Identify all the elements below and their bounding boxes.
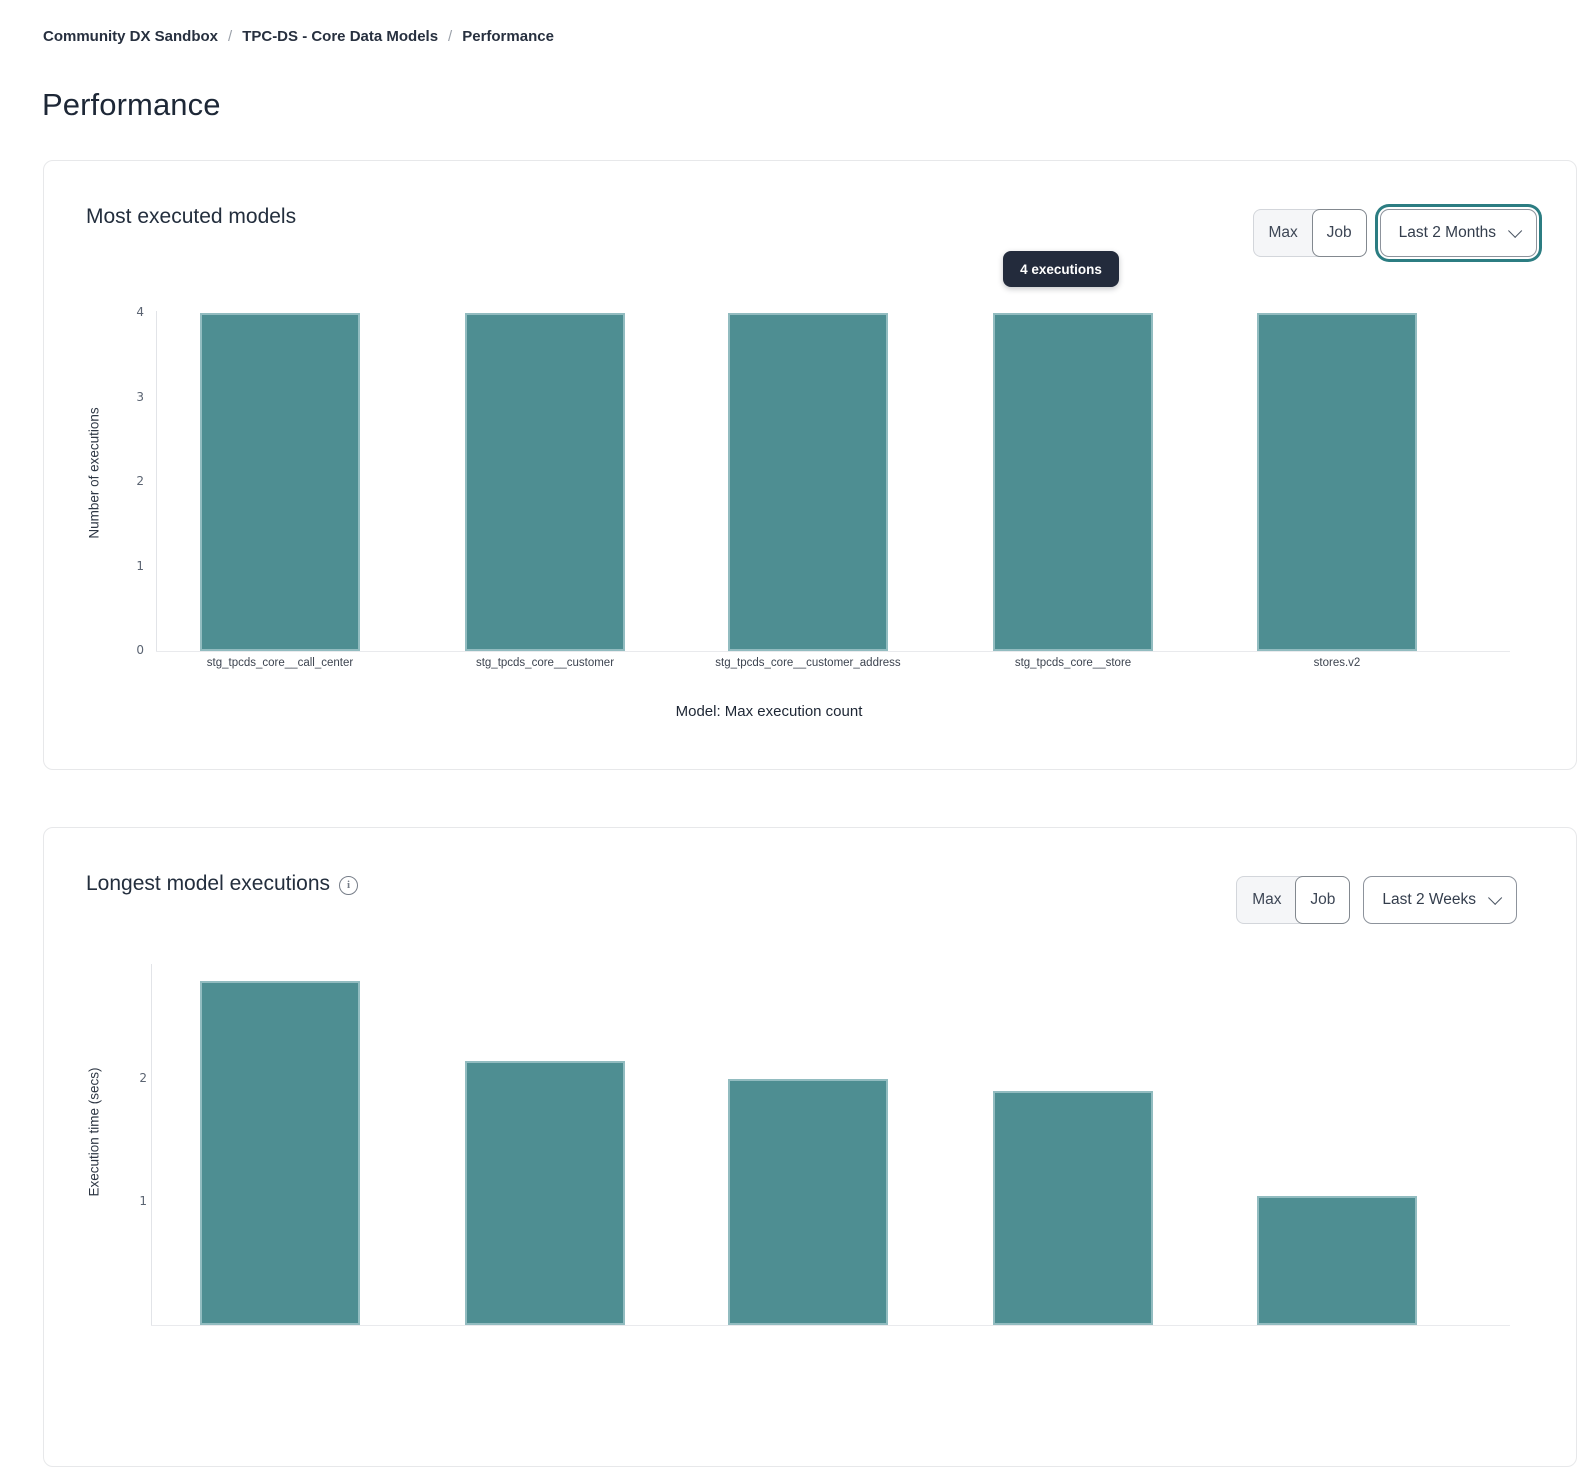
x-tick-label: stg_tpcds_core__call_center [206,657,354,669]
info-icon[interactable] [339,875,358,895]
card-title-most-executed: Most executed models [86,205,296,229]
bar[interactable] [993,313,1153,651]
toggle-max-button[interactable]: Max [1268,224,1298,241]
time-range-select[interactable]: Last 2 Months [1379,209,1537,257]
x-axis-line [151,1325,1510,1326]
breadcrumb-separator: / [228,28,233,45]
y-tick-label: 1 [139,1194,147,1208]
y-axis-line [151,964,152,1325]
breadcrumb-separator: / [448,28,453,45]
bar[interactable] [465,313,625,651]
max-job-toggle: Max Job [1236,876,1351,924]
y-axis-line [156,311,157,651]
time-range-select[interactable]: Last 2 Weeks [1363,876,1517,924]
x-tick-label: stg_tpcds_core__customer [475,657,615,669]
x-axis-caption: Model: Max execution count [675,703,863,720]
most-executed-models-card: Most executed models Max Job Last 2 Mont… [43,160,1577,770]
chart-controls: Max Job Last 2 Weeks [1236,876,1517,924]
bar[interactable] [728,1079,888,1325]
bar[interactable] [1257,313,1417,651]
card-title-longest-executions: Longest model executions [86,872,358,896]
page-title: Performance [42,86,221,122]
y-tick-label: 2 [139,1071,147,1085]
bar-tooltip: 4 executions [1003,251,1119,287]
breadcrumb-item-models[interactable]: TPC-DS - Core Data Models [242,28,439,45]
bar[interactable] [993,1091,1153,1325]
x-tick-label: stg_tpcds_core__customer_address [715,657,901,669]
card-title-text: Longest model executions [86,872,330,895]
most-executed-models-chart: 0 1 2 3 4 stg_tpcds_core__call_center stg_tpcd… [44,161,1576,769]
y-axis-label: Execution time (secs) [86,1067,102,1197]
toggle-max-button[interactable]: Max [1252,891,1282,908]
y-tick-label: 3 [136,389,144,404]
y-axis-label: Number of executions [86,407,102,539]
bar[interactable] [200,313,360,651]
max-job-toggle: Max Job [1252,209,1367,257]
toggle-job-button[interactable]: Job [1311,209,1367,257]
x-axis-line [156,651,1510,652]
time-range-value: Last 2 Months [1398,224,1496,241]
y-tick-label: 2 [136,474,144,488]
breadcrumb: Community DX Sandbox / TPC-DS - Core Dat… [43,28,554,45]
toggle-job-button[interactable]: Job [1295,876,1351,924]
longest-executions-chart: 1 2 Execution time (secs) [44,828,1576,1466]
breadcrumb-item-project[interactable]: Community DX Sandbox [43,28,219,45]
breadcrumb-item-current: Performance [462,28,554,45]
bar[interactable] [465,1060,625,1325]
bar[interactable] [1257,1195,1417,1325]
y-tick-label: 4 [136,305,144,319]
x-tick-label: stores.v2 [1313,657,1361,669]
bar[interactable] [728,313,888,651]
chart-controls: Max Job Last 2 Months [1252,209,1537,257]
bar[interactable] [200,980,360,1325]
longest-model-executions-card: Longest model executions Max Job Last 2 … [43,827,1577,1467]
time-range-value: Last 2 Weeks [1382,891,1476,908]
y-tick-label: 1 [136,558,144,573]
x-tick-label: stg_tpcds_core__store [1014,657,1132,669]
y-tick-label: 0 [136,643,144,657]
card-title-text: Most executed models [86,205,297,228]
